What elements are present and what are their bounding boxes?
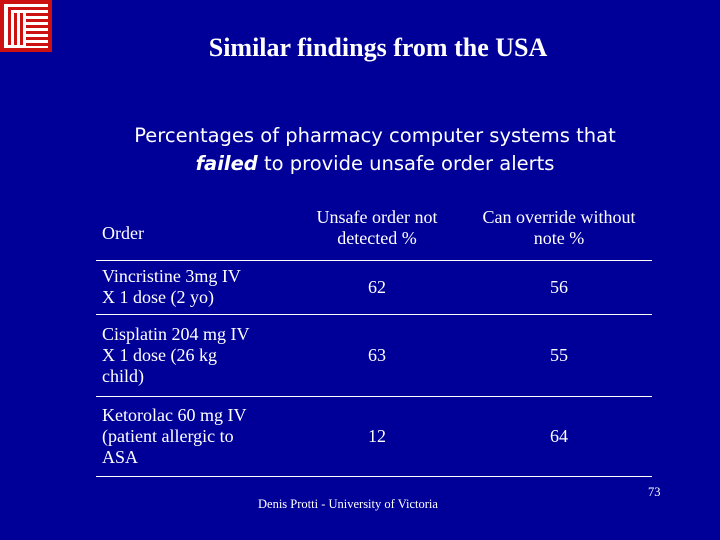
override-value-cell: 55 <box>550 344 568 365</box>
unsafe-value-cell: 63 <box>368 344 386 365</box>
order-cell: Ketorolac 60 mg IV (patient allergic to … <box>96 396 288 476</box>
unsafe-value-cell: 12 <box>368 425 386 446</box>
order-line: ASA <box>102 446 139 467</box>
subtitle-emphasis: failed <box>195 152 258 175</box>
header-unsafe-not-detected: Unsafe order not detected % <box>288 196 466 260</box>
header-unsafe-line-1: Unsafe order not <box>316 206 438 227</box>
subtitle-line-2: failed to provide unsafe order alerts <box>0 150 720 178</box>
table-row: Vincristine 3mg IV X 1 dose (2 yo) 62 56 <box>96 260 652 314</box>
table-row: Ketorolac 60 mg IV (patient allergic to … <box>96 396 652 476</box>
page-number: 73 <box>648 485 661 499</box>
order-line: Ketorolac 60 mg IV <box>102 404 247 425</box>
order-cell: Vincristine 3mg IV X 1 dose (2 yo) <box>96 260 288 314</box>
header-override-line-1: Can override without <box>482 206 636 227</box>
override-value-cell: 56 <box>550 276 568 297</box>
table-row: Cisplatin 204 mg IV X 1 dose (26 kg chil… <box>96 314 652 396</box>
order-line: X 1 dose (26 kg <box>102 344 217 365</box>
order-line: X 1 dose (2 yo) <box>102 287 214 307</box>
order-cell: Cisplatin 204 mg IV X 1 dose (26 kg chil… <box>96 314 288 396</box>
findings-table: Order Unsafe order not detected % Can ov… <box>96 196 652 477</box>
header-order: Order <box>102 223 144 244</box>
header-override-line-2: note % <box>533 227 585 248</box>
table-header-row: Order Unsafe order not detected % Can ov… <box>96 196 652 260</box>
override-value-cell: 64 <box>550 425 568 446</box>
header-can-override: Can override without note % <box>466 196 652 260</box>
slide-title: Similar findings from the USA <box>208 33 548 62</box>
order-line: Cisplatin 204 mg IV <box>102 323 250 344</box>
subtitle-line-1: Percentages of pharmacy computer systems… <box>134 124 616 147</box>
slide-subtitle: Percentages of pharmacy computer systems… <box>0 122 720 178</box>
unsafe-value-cell: 62 <box>368 276 386 297</box>
university-logo-icon <box>0 0 52 52</box>
subtitle-rest: to provide unsafe order alerts <box>257 152 555 175</box>
slide-footer: Denis Protti - University of Victoria <box>258 497 438 511</box>
order-line: child) <box>102 365 144 386</box>
header-unsafe-line-2: detected % <box>337 227 417 248</box>
order-line: (patient allergic to <box>102 425 234 446</box>
order-line: Vincristine 3mg IV <box>102 266 241 286</box>
